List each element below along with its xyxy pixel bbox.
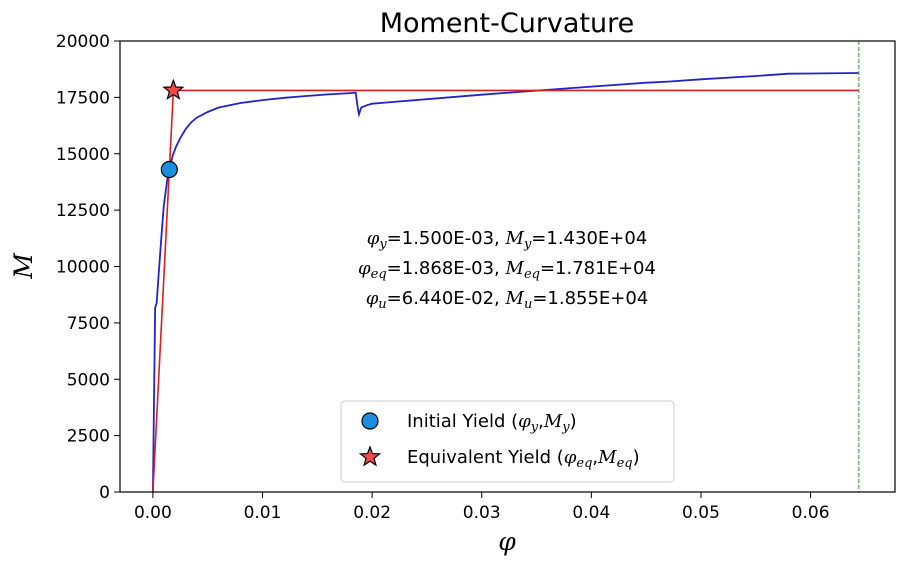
x-tick-label: 0.01 (244, 503, 282, 523)
y-tick-label: 10000 (56, 258, 110, 278)
y-tick-label: 7500 (67, 314, 110, 334)
y-axis: 0 2500 5000 7500 10000 12500 15000 17500 20000 (56, 32, 120, 503)
x-tick-label: 0.05 (682, 503, 720, 523)
legend-entry-label: Equivalent Yield (φeq,Meq) (407, 447, 640, 471)
y-tick-label: 5000 (67, 370, 110, 390)
equivalent-yield-point (162, 78, 185, 100)
x-tick-label: 0.02 (353, 503, 391, 523)
x-tick-label: 0.03 (463, 503, 501, 523)
legend-star-marker (358, 445, 382, 467)
y-tick-label: 0 (99, 483, 110, 503)
initial-yield-point (160, 160, 178, 179)
x-tick-label: 0.06 (792, 503, 830, 523)
y-tick-label: 17500 (56, 88, 110, 108)
y-tick-label: 20000 (56, 32, 110, 52)
moment-curvature-curve (152, 72, 859, 493)
x-axis-label: φ (498, 527, 516, 556)
x-tick-label: 0.04 (572, 503, 610, 523)
x-axis: 0.00 0.01 0.02 0.03 0.04 0.05 0.06 (134, 492, 830, 523)
result-annotations: φy=1.500E-03, My=1.430E+04 φeq=1.868E-03,… (358, 228, 656, 312)
y-tick-label: 12500 (56, 201, 110, 221)
annotation-line: φeq=1.868E-03, Meq=1.781E+04 (358, 258, 656, 282)
y-tick-label: 15000 (56, 145, 110, 165)
x-tick-label: 0.00 (134, 503, 172, 523)
legend-entry-label: Initial Yield (φy,My) (407, 411, 577, 435)
plot-area (152, 41, 860, 493)
chart-title: Moment-Curvature (380, 8, 635, 39)
annotation-line: φu=6.440E-02, Mu=1.855E+04 (366, 288, 649, 312)
legend-box (340, 400, 675, 483)
annotation-line: φy=1.500E-03, My=1.430E+04 (367, 228, 648, 252)
legend-circle-marker (361, 412, 379, 430)
legend: Initial Yield (φy,My) Equivalent Yield (φ… (340, 400, 675, 483)
y-tick-label: 2500 (67, 427, 110, 447)
y-axis-label: M (9, 252, 38, 280)
